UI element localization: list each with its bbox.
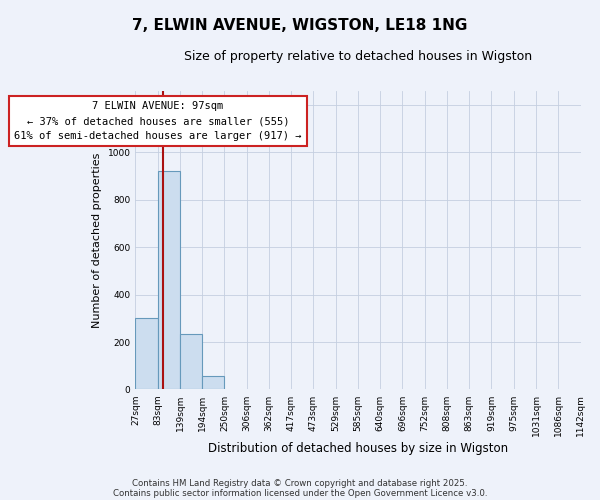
Bar: [180, 334, 202, 390]
Y-axis label: Number of detached properties: Number of detached properties: [92, 152, 102, 328]
Text: Contains HM Land Registry data © Crown copyright and database right 2025.: Contains HM Land Registry data © Crown c…: [132, 478, 468, 488]
Bar: [202, 376, 224, 390]
Text: Contains public sector information licensed under the Open Government Licence v3: Contains public sector information licen…: [113, 488, 487, 498]
Text: 7, ELWIN AVENUE, WIGSTON, LE18 1NG: 7, ELWIN AVENUE, WIGSTON, LE18 1NG: [133, 18, 467, 32]
Text: 7 ELWIN AVENUE: 97sqm
← 37% of detached houses are smaller (555)
61% of semi-det: 7 ELWIN AVENUE: 97sqm ← 37% of detached …: [14, 101, 302, 141]
Title: Size of property relative to detached houses in Wigston: Size of property relative to detached ho…: [184, 50, 532, 63]
Bar: [136, 318, 158, 390]
X-axis label: Distribution of detached houses by size in Wigston: Distribution of detached houses by size …: [208, 442, 508, 455]
Bar: [158, 171, 180, 390]
